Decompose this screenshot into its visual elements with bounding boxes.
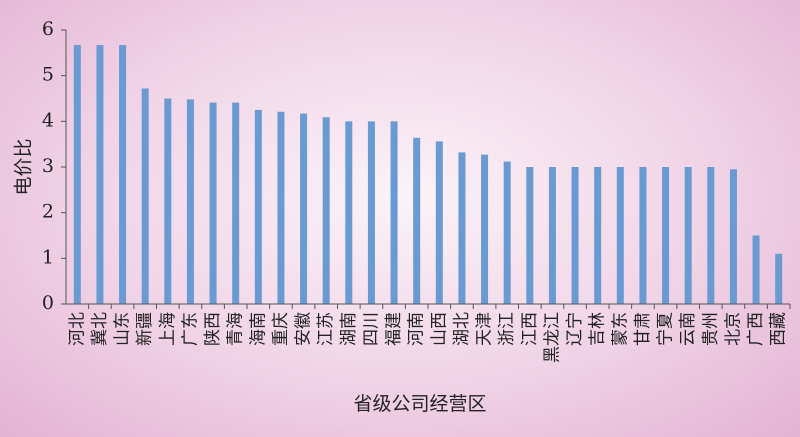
y-tick-label: 0 bbox=[42, 292, 54, 314]
x-tick-label: 新疆 bbox=[135, 312, 155, 346]
x-tick-label: 江苏 bbox=[316, 312, 336, 346]
x-tick-label: 天津 bbox=[475, 312, 495, 346]
y-tick-label: 4 bbox=[42, 109, 54, 131]
x-tick-label: 山西 bbox=[429, 312, 449, 346]
bar-26 bbox=[639, 167, 647, 304]
bar-15 bbox=[390, 121, 398, 304]
x-tick-label: 河北 bbox=[67, 312, 87, 346]
bar-18 bbox=[458, 152, 466, 304]
bar-8 bbox=[232, 102, 240, 304]
bar-6 bbox=[186, 99, 194, 304]
x-tick-label: 四川 bbox=[361, 312, 381, 346]
x-tick-label: 宁夏 bbox=[656, 312, 676, 346]
bar-9 bbox=[254, 109, 262, 305]
x-tick-label: 青海 bbox=[226, 312, 246, 346]
bar-29 bbox=[707, 167, 715, 304]
x-tick-label: 冀北 bbox=[90, 312, 110, 346]
bar-5 bbox=[164, 98, 172, 304]
x-axis-title: 省级公司经营区 bbox=[353, 393, 486, 415]
bar-3 bbox=[119, 45, 127, 304]
x-tick-label: 海南 bbox=[248, 312, 268, 346]
bar-20 bbox=[503, 161, 511, 304]
y-tick-label: 2 bbox=[42, 201, 54, 223]
bar-30 bbox=[729, 169, 737, 304]
y-axis-title: 电价比 bbox=[13, 138, 35, 195]
bar-23 bbox=[571, 167, 579, 304]
bar-1 bbox=[73, 45, 81, 304]
x-tick-label: 江西 bbox=[520, 312, 540, 346]
bar-16 bbox=[413, 137, 421, 304]
x-tick-label: 上海 bbox=[158, 312, 178, 346]
y-tick-label: 3 bbox=[42, 155, 54, 177]
x-tick-label: 辽宁 bbox=[565, 312, 585, 346]
bar-27 bbox=[662, 167, 670, 304]
x-tick-label: 安徽 bbox=[294, 312, 314, 346]
bar-21 bbox=[526, 167, 534, 304]
bar-28 bbox=[684, 167, 692, 304]
x-tick-label: 黑龙江 bbox=[542, 312, 562, 363]
bar-19 bbox=[481, 154, 489, 304]
y-tick-label: 6 bbox=[42, 18, 54, 40]
x-tick-label: 河南 bbox=[407, 312, 427, 346]
x-tick-label: 吉林 bbox=[588, 312, 608, 346]
bar-31 bbox=[752, 235, 760, 304]
bar-25 bbox=[616, 167, 624, 304]
bars-group bbox=[73, 45, 783, 305]
x-tick-label: 广东 bbox=[180, 312, 200, 346]
y-tick-label: 5 bbox=[42, 64, 54, 86]
bar-2 bbox=[96, 45, 104, 304]
bar-32 bbox=[775, 253, 783, 304]
x-tick-label: 山东 bbox=[113, 312, 133, 346]
x-tick-label: 广西 bbox=[746, 312, 766, 346]
bar-12 bbox=[322, 117, 330, 305]
bar-11 bbox=[300, 113, 308, 304]
x-ticks-group: 河北 冀北 山东 新疆 上海 广东 陕西 青海 海南 重庆 安徽 江苏 湖南 四川 福建 河南 山西 湖北 天津 浙江… bbox=[67, 304, 791, 363]
x-tick-label: 云南 bbox=[678, 312, 698, 346]
bar-24 bbox=[594, 167, 602, 304]
y-tick-label: 1 bbox=[42, 246, 54, 268]
y-ticks-group: 0 1 2 3 4 5 6 bbox=[42, 18, 66, 314]
x-tick-label: 湖北 bbox=[452, 312, 472, 346]
bar-14 bbox=[367, 121, 375, 304]
x-tick-label: 甘肃 bbox=[633, 312, 653, 346]
x-tick-label: 蒙东 bbox=[610, 312, 630, 346]
x-tick-label: 陕西 bbox=[203, 312, 223, 346]
x-tick-label: 重庆 bbox=[271, 312, 291, 346]
bar-4 bbox=[141, 88, 149, 304]
x-tick-label: 湖南 bbox=[339, 312, 359, 346]
x-tick-label: 福建 bbox=[384, 312, 404, 346]
x-tick-label: 北京 bbox=[723, 312, 743, 346]
bar-17 bbox=[435, 141, 443, 304]
bar-10 bbox=[277, 111, 285, 304]
bar-13 bbox=[345, 121, 353, 304]
x-tick-label: 贵州 bbox=[701, 312, 721, 346]
bar-22 bbox=[548, 167, 556, 304]
x-tick-label: 西藏 bbox=[769, 312, 789, 346]
x-tick-label: 浙江 bbox=[497, 312, 517, 346]
bar-7 bbox=[209, 102, 217, 304]
